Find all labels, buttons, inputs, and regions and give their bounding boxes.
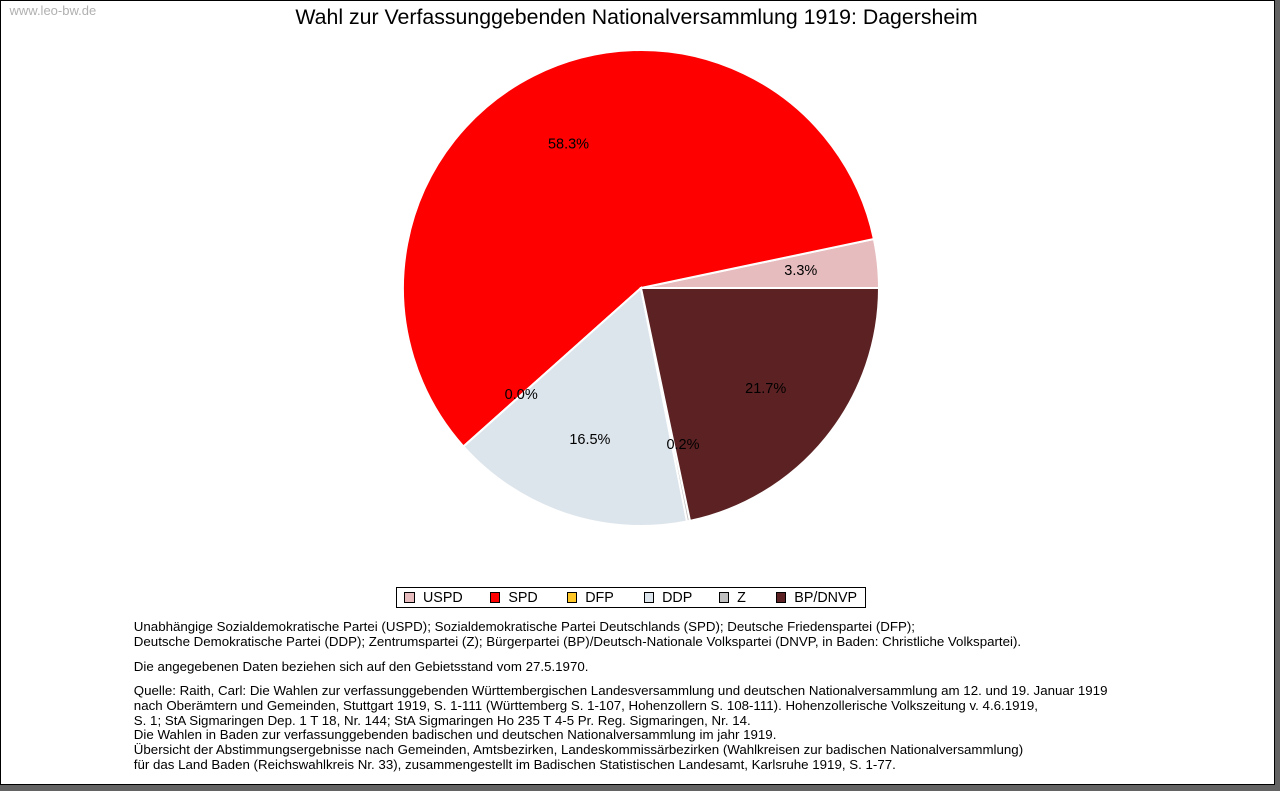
svg-text:21.7%: 21.7% <box>745 381 786 397</box>
svg-text:3.3%: 3.3% <box>784 263 817 279</box>
svg-text:0.2%: 0.2% <box>666 437 699 453</box>
svg-text:16.5%: 16.5% <box>569 432 610 448</box>
svg-text:58.3%: 58.3% <box>548 136 589 152</box>
svg-text:0.0%: 0.0% <box>505 387 538 403</box>
